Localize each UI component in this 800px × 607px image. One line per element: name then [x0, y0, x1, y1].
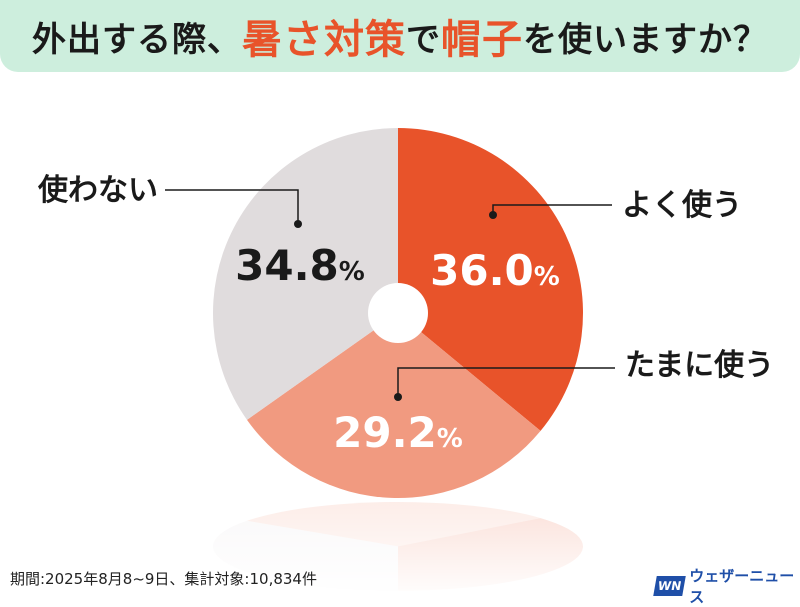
leader-line [397, 367, 615, 397]
category-label: 使わない [37, 173, 158, 208]
survey-note: 期間:2025年8月8~9日、集計対象:10,834件 [10, 570, 317, 588]
pie-slice [246, 313, 541, 499]
data-label: 36.0% [430, 246, 560, 295]
data-label: 34.8% [235, 241, 365, 290]
data-label: 29.2% [333, 408, 463, 457]
title-text: 外出する際、 [32, 19, 242, 60]
pie-slice [398, 128, 583, 431]
title-text: を使いますか？ [523, 19, 768, 60]
brand-logo: WN ウェザーニュース [653, 565, 800, 607]
chart-title: 外出する際、 暑さ対策で帽子 を使いますか？ [0, 0, 800, 72]
leader-line [165, 189, 299, 224]
logo-mark: WN [653, 576, 687, 596]
title-highlight: 暑さ対策 [242, 17, 406, 63]
title-text: で [406, 19, 441, 60]
leader-dot [294, 220, 302, 228]
donut-hole [368, 283, 428, 343]
category-label: よく使う [622, 188, 742, 223]
pie-slice [212, 128, 398, 420]
leader-dot [394, 393, 402, 401]
logo-name: ウェザーニュース [689, 567, 795, 606]
title-highlight: 帽子 [441, 17, 523, 63]
leader-dot [489, 211, 497, 219]
category-label: たまに使う [625, 348, 774, 383]
